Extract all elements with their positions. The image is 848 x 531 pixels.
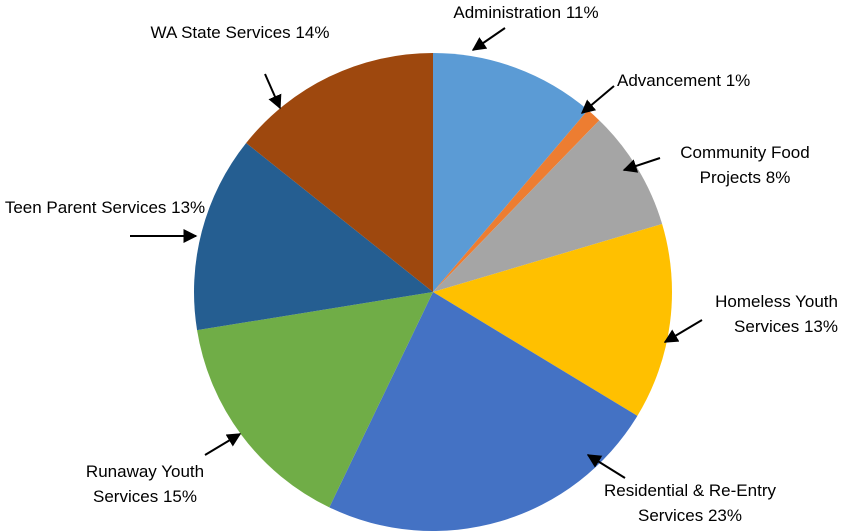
leader-arrow <box>663 319 703 343</box>
slice-label: Administration 11% <box>440 0 612 25</box>
category-name: Runaway Youth Services <box>85 462 205 506</box>
value-label: 14% <box>295 23 330 42</box>
category-name: WA State Services <box>150 23 291 42</box>
category-name: Teen Parent Services <box>4 198 167 217</box>
value-label: 13% <box>803 317 838 336</box>
category-name: Community Food Projects <box>680 143 810 187</box>
slice-label: Homeless Youth Services 13% <box>680 289 838 339</box>
leader-arrow <box>586 454 626 479</box>
pie-slice <box>433 53 588 292</box>
slice-label: Teen Parent Services 13% <box>0 195 210 220</box>
pie-slice <box>197 292 433 508</box>
value-label: 11% <box>565 3 599 22</box>
pie-slice <box>329 292 638 531</box>
leader-arrow <box>622 157 661 173</box>
pie-slice <box>433 120 663 292</box>
slice-label: Advancement 1% <box>617 68 817 93</box>
value-label: 1% <box>725 71 751 90</box>
pie-slice <box>433 223 672 416</box>
value-label: 8% <box>765 168 791 187</box>
category-name: Advancement <box>617 71 721 90</box>
pie-slice <box>433 110 600 292</box>
pie-slice <box>246 53 433 292</box>
leader-arrow <box>471 27 506 51</box>
value-label: 15% <box>162 487 197 506</box>
value-label: 23% <box>707 506 742 525</box>
category-name: Homeless Youth Services <box>715 292 838 336</box>
slice-label: Runaway Youth Services 15% <box>60 459 230 509</box>
slice-label: Community Food Projects 8% <box>660 140 830 190</box>
slice-label: Residential & Re-Entry Services 23% <box>575 478 805 528</box>
slice-label: WA State Services 14% <box>140 20 340 45</box>
pie-slice <box>193 142 433 331</box>
category-name: Residential & Re-Entry Services <box>604 481 776 525</box>
category-name: Administration <box>453 3 562 22</box>
leader-arrow <box>264 73 282 110</box>
leader-arrow <box>580 85 615 114</box>
leader-arrow <box>204 433 242 456</box>
value-label: 13% <box>171 198 206 217</box>
